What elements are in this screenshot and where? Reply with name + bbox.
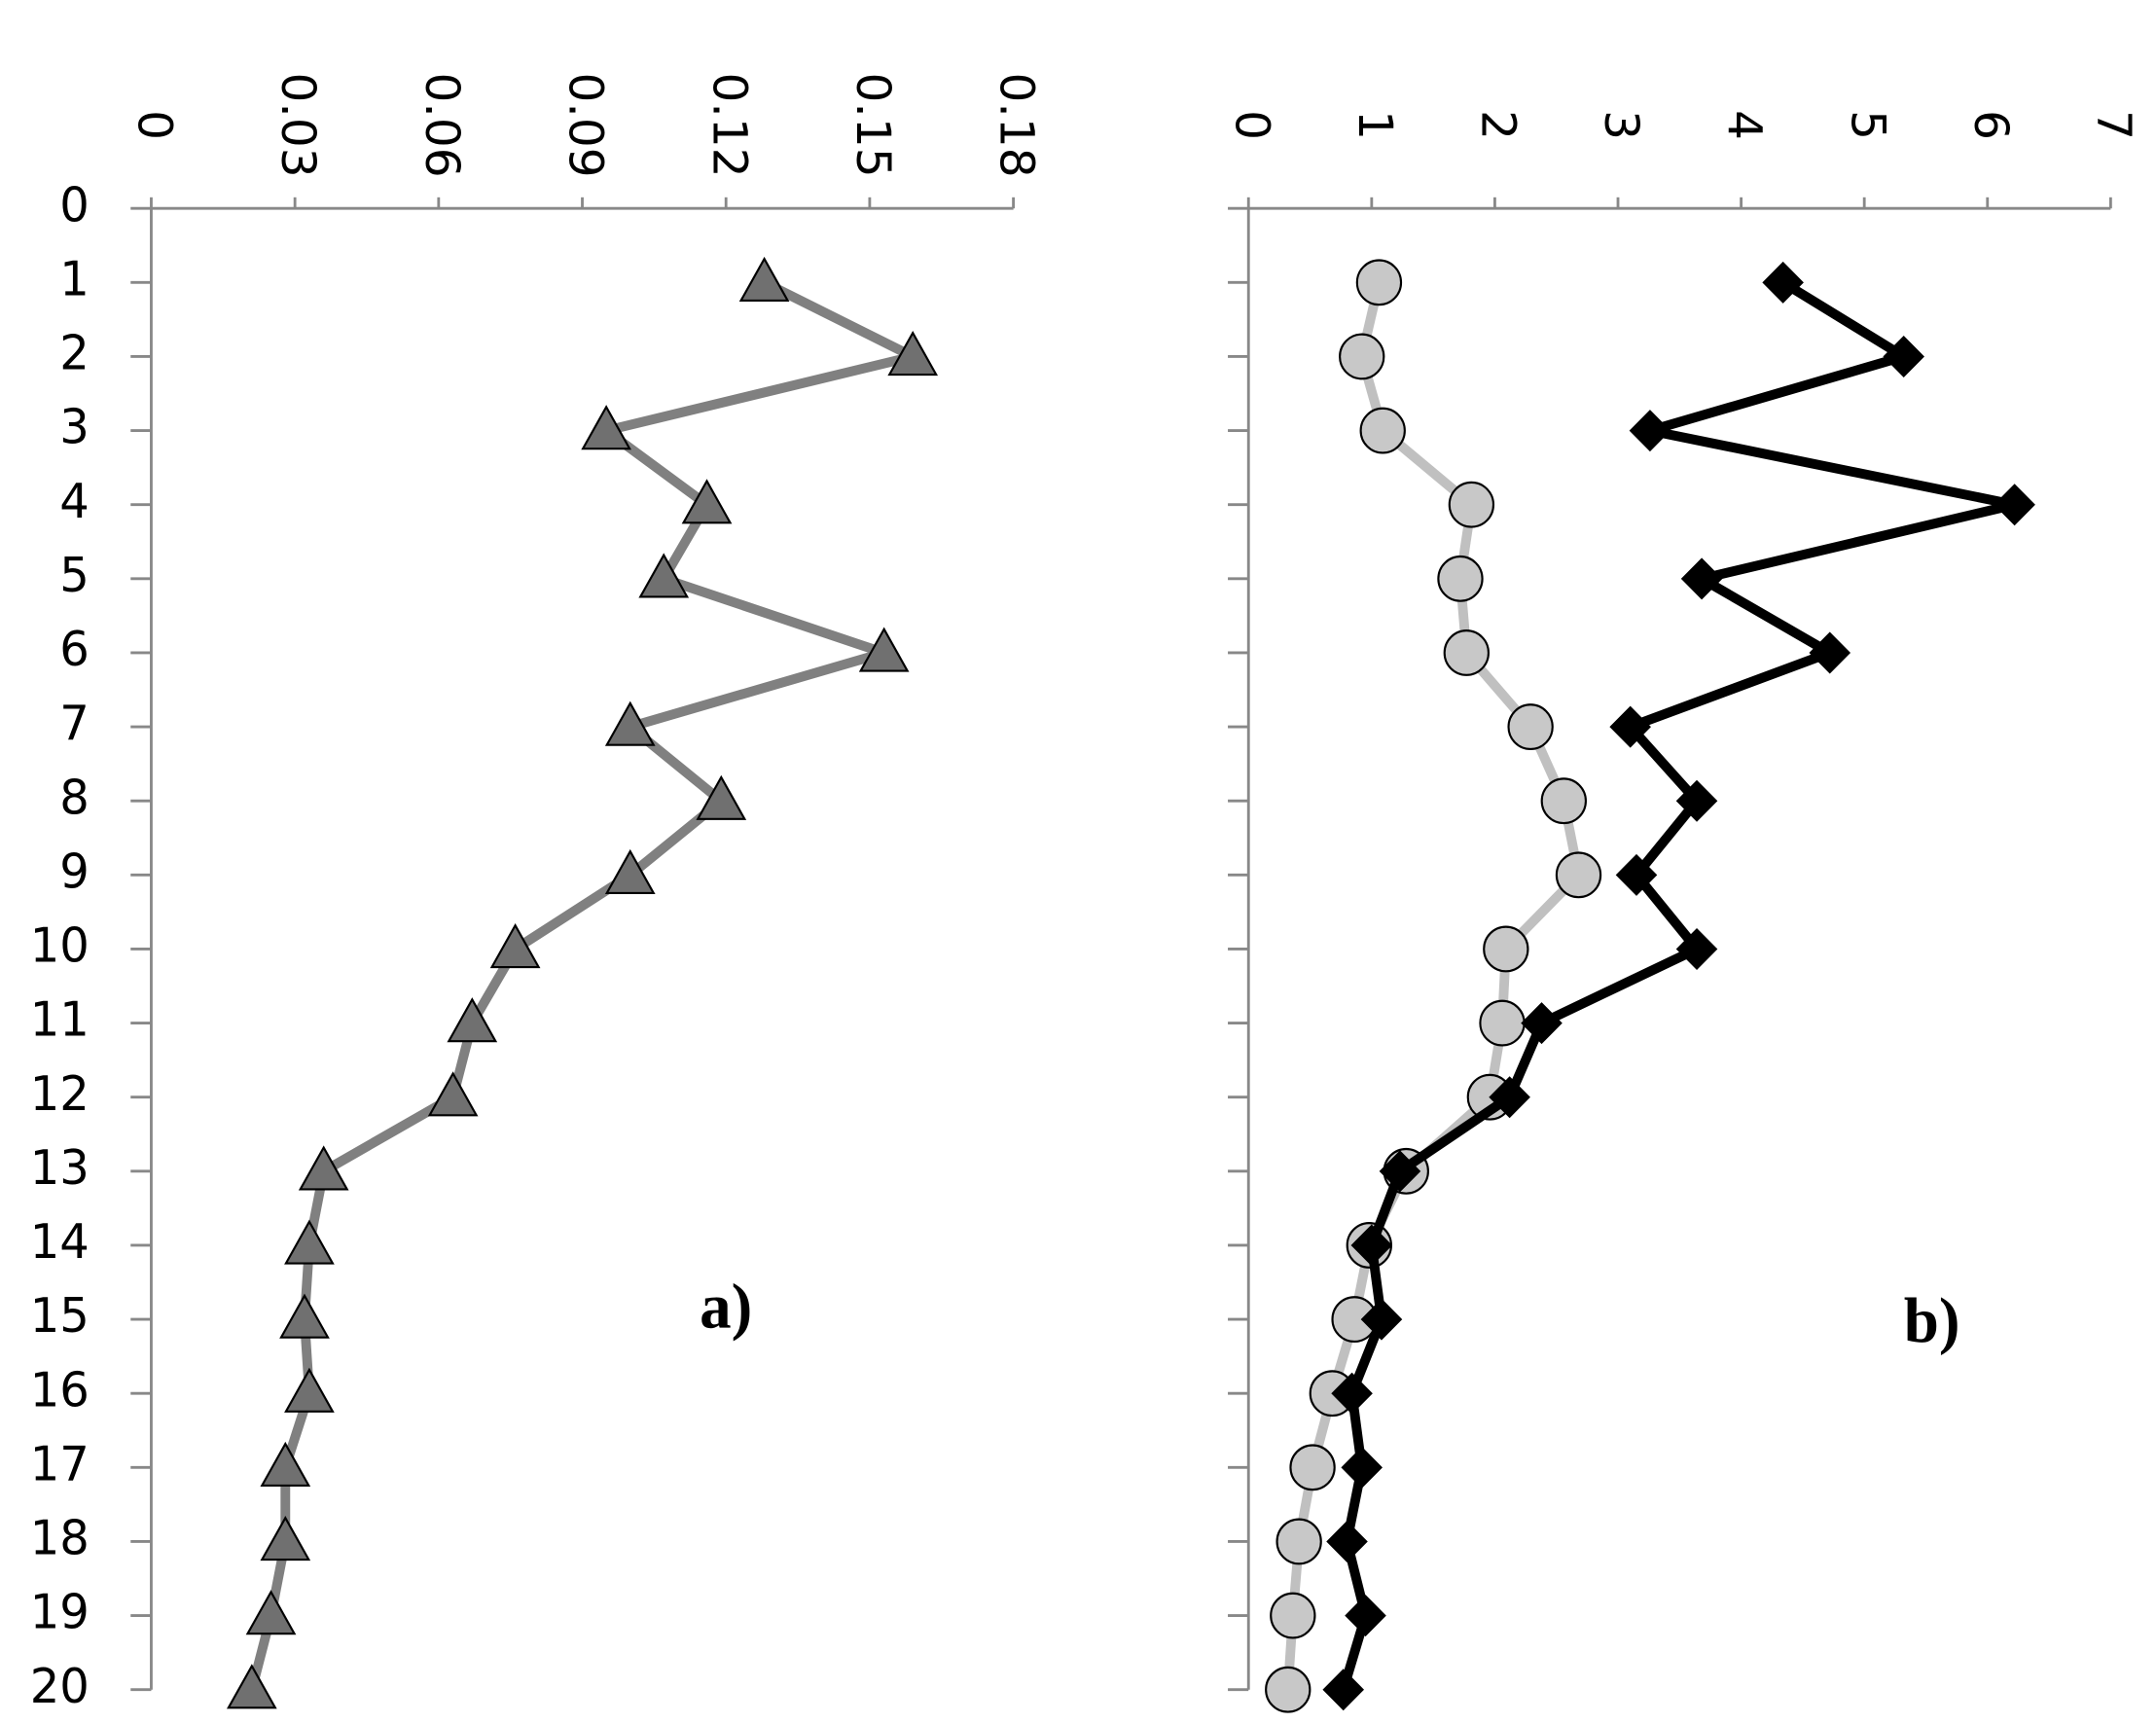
- marker: [581, 405, 631, 450]
- marker: [427, 1071, 479, 1117]
- marker: [1345, 1595, 1386, 1637]
- series-line: [247, 277, 918, 1691]
- marker: [226, 1664, 277, 1709]
- y-tick-label: 3: [59, 400, 90, 454]
- marker: [1615, 853, 1658, 896]
- y-tick-label: 5: [59, 549, 90, 603]
- marker: [1675, 927, 1718, 970]
- marker: [1270, 1592, 1316, 1639]
- marker: [1675, 779, 1718, 822]
- x-tick-label: 0: [127, 110, 182, 140]
- marker: [858, 627, 910, 672]
- x-tick-label: 5: [1840, 110, 1894, 140]
- x-tick-label: 0: [1224, 110, 1278, 140]
- marker: [1360, 1298, 1403, 1341]
- y-tick-label: 0: [59, 178, 90, 233]
- marker: [1507, 703, 1554, 751]
- marker: [1521, 1002, 1563, 1045]
- y-tick-label: 2: [59, 326, 90, 380]
- x-tick-label: 0.09: [558, 72, 613, 177]
- y-tick-label: 6: [59, 623, 90, 677]
- y-tick-label: 9: [59, 844, 90, 899]
- marker: [1326, 1520, 1368, 1562]
- marker: [1483, 925, 1529, 973]
- y-tick-label: 10: [30, 918, 90, 973]
- marker: [1540, 777, 1587, 825]
- marker: [298, 1145, 349, 1191]
- y-tick-label: 18: [30, 1511, 90, 1565]
- panel-label: b): [1904, 1286, 1960, 1356]
- y-tick-label: 13: [30, 1141, 90, 1196]
- marker: [738, 256, 790, 302]
- x-tick-label: 6: [1963, 110, 2018, 140]
- marker: [1762, 261, 1804, 304]
- marker: [1355, 259, 1403, 306]
- marker: [1339, 333, 1385, 380]
- x-tick-label: 0.06: [414, 72, 469, 177]
- y-tick-label: 1: [59, 252, 90, 306]
- marker: [1289, 1444, 1336, 1491]
- marker: [1994, 484, 2035, 526]
- x-tick-label: 4: [1717, 110, 1772, 140]
- marker: [1359, 407, 1406, 454]
- marker: [696, 774, 747, 820]
- y-tick-label: 20: [30, 1660, 90, 1714]
- marker: [681, 479, 733, 524]
- marker: [1437, 555, 1484, 602]
- x-tick-label: 0.18: [989, 72, 1044, 177]
- marker: [1809, 631, 1851, 674]
- y-tick-label: 14: [30, 1215, 90, 1270]
- marker: [1555, 851, 1602, 899]
- x-tick-label: 0.12: [701, 72, 756, 177]
- marker: [245, 1590, 297, 1635]
- marker: [489, 923, 541, 969]
- marker: [1448, 481, 1495, 528]
- marker: [1883, 335, 1924, 377]
- y-tick-label: 12: [30, 1067, 90, 1122]
- y-tick-label: 11: [30, 992, 90, 1047]
- marker: [1350, 1224, 1393, 1267]
- marker: [1331, 1372, 1373, 1415]
- x-tick-label: 1: [1348, 110, 1402, 140]
- x-tick-label: 3: [1594, 110, 1648, 140]
- series-line: [1338, 278, 2020, 1692]
- marker: [284, 1367, 335, 1413]
- y-tick-label: 16: [30, 1363, 90, 1418]
- marker: [1443, 629, 1490, 676]
- marker: [1629, 410, 1671, 452]
- marker: [279, 1293, 330, 1339]
- y-tick-label: 7: [59, 697, 90, 751]
- y-tick-label: 8: [59, 771, 90, 825]
- x-tick-label: 7: [2086, 110, 2140, 140]
- y-tick-label: 15: [30, 1289, 90, 1344]
- marker: [604, 700, 656, 746]
- marker: [638, 553, 690, 598]
- marker: [1680, 557, 1723, 600]
- x-tick-label: 0.15: [845, 72, 900, 177]
- marker: [284, 1219, 335, 1265]
- panel-label: a): [700, 1272, 752, 1342]
- marker: [1265, 1666, 1312, 1713]
- marker: [1489, 1076, 1530, 1119]
- y-tick-label: 19: [30, 1585, 90, 1639]
- marker: [1276, 1518, 1322, 1565]
- marker: [887, 331, 939, 377]
- marker: [447, 997, 498, 1043]
- marker: [260, 1441, 311, 1487]
- x-tick-label: 0.03: [270, 72, 325, 177]
- marker: [1341, 1446, 1383, 1489]
- marker: [604, 848, 656, 894]
- marker: [1379, 1150, 1421, 1193]
- marker: [1322, 1669, 1365, 1711]
- marker: [1609, 705, 1651, 748]
- marker: [260, 1516, 311, 1561]
- marker: [1479, 999, 1526, 1047]
- y-tick-label: 17: [30, 1437, 90, 1491]
- x-tick-label: 2: [1471, 110, 1526, 140]
- y-tick-label: 4: [59, 475, 90, 529]
